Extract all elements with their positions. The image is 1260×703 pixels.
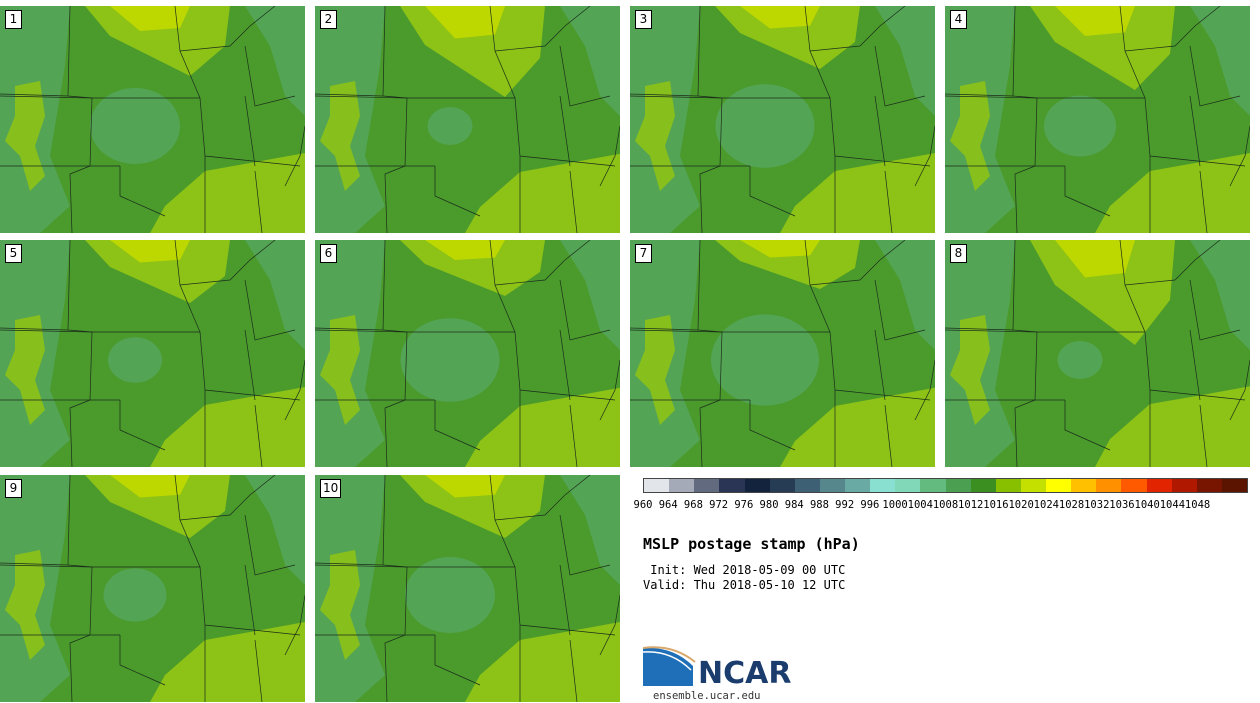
colorbar-tick-label: 1008 [932, 499, 959, 511]
colorbar-tick-label: 1048 [1184, 499, 1211, 511]
colorbar-swatch [870, 479, 896, 492]
colorbar-swatch [719, 479, 745, 492]
colorbar-tick-label: 1012 [958, 499, 984, 511]
colorbar-swatch [794, 479, 820, 492]
pressure-field-map [315, 6, 620, 233]
colorbar-swatch [1146, 479, 1172, 492]
pressure-field-map [945, 6, 1250, 233]
map-panel-2: 2 [315, 6, 620, 233]
member-label: 1 [5, 10, 22, 29]
pressure-field-map [630, 6, 935, 233]
chart-title: MSLP postage stamp (hPa) [643, 535, 860, 553]
colorbar-tick-label: 1044 [1159, 499, 1186, 511]
pressure-field-map [630, 240, 935, 467]
colorbar-tick-label: 1020 [1008, 499, 1034, 511]
colorbar-swatch [1121, 479, 1147, 492]
logo-name: NCAR [698, 656, 792, 691]
map-panel-4: 4 [945, 6, 1250, 233]
pressure-field-map [0, 240, 305, 467]
member-label: 4 [950, 10, 967, 29]
colorbar-tick-label: 1024 [1033, 499, 1059, 511]
colorbar-swatch [1096, 479, 1122, 492]
colorbar-swatch [895, 479, 921, 492]
colorbar-tick-label: 976 [734, 499, 754, 511]
map-panel-1: 1 [0, 6, 305, 233]
member-label: 10 [320, 479, 342, 498]
colorbar-swatch [1046, 479, 1072, 492]
colorbar-swatch [1071, 479, 1097, 492]
member-label: 9 [5, 479, 22, 498]
member-label: 7 [635, 244, 652, 263]
colorbar-tick-label: 968 [683, 499, 703, 511]
colorbar-tick-label: 988 [809, 499, 829, 511]
colorbar-tick-label: 992 [835, 499, 855, 511]
colorbar-tick-label: 1016 [983, 499, 1009, 511]
colorbar-tick-label: 980 [759, 499, 779, 511]
logo-url: ensemble.ucar.edu [653, 690, 761, 702]
colorbar-swatch [744, 479, 770, 492]
colorbar-swatch [769, 479, 795, 492]
map-panel-7: 7 [630, 240, 935, 467]
colorbar-swatch [669, 479, 695, 492]
colorbar-swatch [970, 479, 996, 492]
member-label: 3 [635, 10, 652, 29]
colorbar-tick-label: 1040 [1134, 499, 1160, 511]
colorbar-tick-label: 1032 [1084, 499, 1110, 511]
member-label: 5 [5, 244, 22, 263]
map-panel-9: 9 [0, 475, 305, 702]
colorbar-swatch [1020, 479, 1046, 492]
map-panel-3: 3 [630, 6, 935, 233]
pressure-field-map [945, 240, 1250, 467]
valid-time: Valid: Thu 2018-05-10 12 UTC [643, 578, 846, 592]
colorbar-tick-label: 964 [658, 499, 678, 511]
init-time: Init: Wed 2018-05-09 00 UTC [643, 563, 846, 577]
colorbar-swatch [995, 479, 1021, 492]
colorbar-swatch [694, 479, 720, 492]
colorbar-swatch [819, 479, 845, 492]
pressure-field-map [315, 240, 620, 467]
colorbar-swatch [920, 479, 946, 492]
colorbar-swatch [945, 479, 971, 492]
colorbar-tick-label: 960 [633, 499, 653, 511]
colorbar-swatch [1171, 479, 1197, 492]
map-panel-8: 8 [945, 240, 1250, 467]
colorbar-tick-label: 996 [860, 499, 880, 511]
pressure-field-map [0, 475, 305, 702]
colorbar-tick-label: 1004 [907, 499, 933, 511]
colorbar-tick-labels: 960 964 968 972 976 980 984 988 992 996 1000 1004 10… [634, 499, 1248, 513]
pressure-field-map [315, 475, 620, 702]
map-panel-6: 6 [315, 240, 620, 467]
pressure-field-map [0, 6, 305, 233]
colorbar-swatch [1221, 479, 1247, 492]
colorbar-tick-label: 1028 [1058, 499, 1085, 511]
colorbar-tick-label: 972 [709, 499, 729, 511]
colorbar-swatch [644, 479, 670, 492]
colorbar-tick-label: 1036 [1109, 499, 1135, 511]
map-panel-10: 10 [315, 475, 620, 702]
member-label: 2 [320, 10, 337, 29]
ncar-logo-icon [643, 646, 696, 686]
colorbar-swatch [845, 479, 871, 492]
colorbar-swatch [1196, 479, 1222, 492]
colorbar [643, 478, 1248, 493]
member-label: 8 [950, 244, 967, 263]
member-label: 6 [320, 244, 337, 263]
colorbar-tick-label: 984 [784, 499, 804, 511]
map-panel-5: 5 [0, 240, 305, 467]
colorbar-tick-label: 1000 [882, 499, 908, 511]
